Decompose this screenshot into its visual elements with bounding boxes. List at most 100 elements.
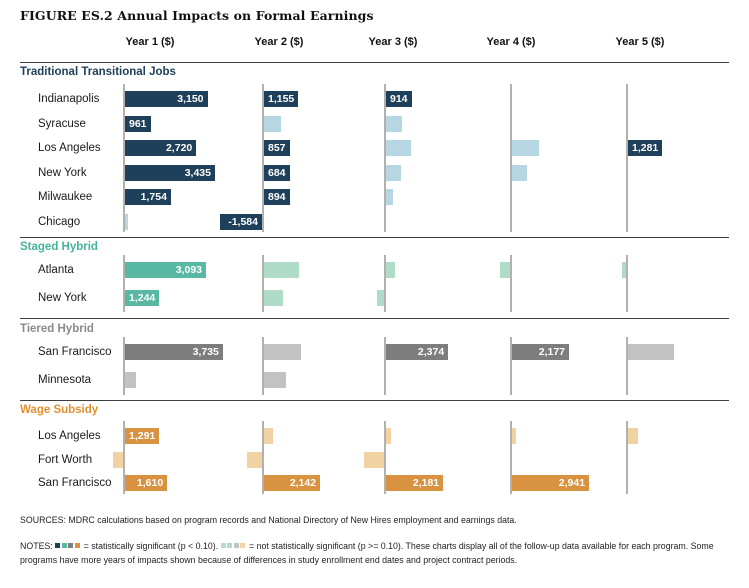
year-1-axis-line xyxy=(123,337,125,395)
legend-swatch-traditional-solid xyxy=(55,543,61,548)
row-label-san-francisco: San Francisco xyxy=(38,346,112,358)
legend-swatch-wage-solid xyxy=(74,543,80,548)
bar-milwaukee-year-2: 894 xyxy=(264,189,290,205)
year-1-axis-line xyxy=(123,255,125,312)
row-label-los-angeles: Los Angeles xyxy=(38,142,101,154)
bar-indianapolis-year-2: 1,155 xyxy=(264,91,299,107)
year-5-axis-line xyxy=(626,421,628,494)
year-2-axis-line xyxy=(262,337,264,395)
legend-swatch-tiered-solid xyxy=(68,543,74,548)
bar-value-label: 961 xyxy=(129,117,147,130)
bar-value-label: 3,735 xyxy=(192,346,219,358)
bar-atlanta-year-2 xyxy=(264,262,300,278)
bar-milwaukee-year-3 xyxy=(386,189,394,205)
year-2-axis-line xyxy=(262,255,264,312)
row-label-atlanta: Atlanta xyxy=(38,264,74,276)
section-header: Traditional Transitional Jobs xyxy=(20,66,176,78)
section-divider xyxy=(20,318,729,319)
year-4-axis-line xyxy=(510,84,512,232)
column-header-year-1: Year 1 ($) xyxy=(125,36,175,48)
year-5-axis-line xyxy=(626,84,628,232)
bar-minnesota-year-1 xyxy=(125,372,136,388)
bar-minnesota-year-2 xyxy=(264,372,286,388)
bar-new-york-year-3 xyxy=(386,164,401,181)
bar-san-francisco-year-1: 3,735 xyxy=(125,344,223,360)
bar-los-angeles-year-2 xyxy=(264,428,273,444)
bar-value-label: 1,155 xyxy=(268,93,295,105)
bar-syracuse-year-2 xyxy=(264,115,282,132)
column-header-year-3: Year 3 ($) xyxy=(368,36,418,48)
year-1-axis-line xyxy=(123,84,125,232)
bar-value-label: 857 xyxy=(268,142,286,154)
bar-value-label: 2,181 xyxy=(412,476,440,489)
bar-new-york-year-1: 1,244 xyxy=(125,290,160,306)
section-header: Wage Subsidy xyxy=(20,404,99,416)
bar-atlanta-year-3 xyxy=(386,262,395,278)
year-1-axis-line xyxy=(123,421,125,494)
bar-value-label: 3,093 xyxy=(175,264,203,276)
legend-swatch-tiered-light xyxy=(233,543,239,548)
row-label-milwaukee: Milwaukee xyxy=(38,191,93,203)
bar-los-angeles-year-3 xyxy=(386,428,391,444)
legend-swatch-wage-light xyxy=(240,543,246,548)
bar-los-angeles-year-4 xyxy=(512,140,539,156)
bar-san-francisco-year-3: 2,181 xyxy=(386,474,444,491)
bar-indianapolis-year-3: 914 xyxy=(386,91,412,107)
bar-los-angeles-year-5: 1,281 xyxy=(628,140,663,156)
bar-san-francisco-year-2 xyxy=(264,344,301,360)
bar-atlanta-year-1: 3,093 xyxy=(125,262,207,278)
bar-value-label: 1,291 xyxy=(129,430,156,442)
bar-san-francisco-year-4: 2,941 xyxy=(512,474,590,491)
bar-los-angeles-year-5 xyxy=(628,428,638,444)
bar-value-label: -1,584 xyxy=(228,215,258,228)
bar-fort-worth-year-1 xyxy=(113,451,123,468)
bar-indianapolis-year-1: 3,150 xyxy=(125,91,208,107)
bar-value-label: 1,244 xyxy=(129,292,156,304)
year-5-axis-line xyxy=(626,255,628,312)
section-header: Staged Hybrid xyxy=(20,241,98,253)
section-divider xyxy=(20,400,729,401)
year-5-axis-line xyxy=(626,337,628,395)
bar-syracuse-year-1: 961 xyxy=(125,115,151,132)
year-3-axis-line xyxy=(384,84,386,232)
legend-swatch-traditional-light xyxy=(220,543,226,548)
column-header-year-4: Year 4 ($) xyxy=(486,36,536,48)
bar-new-york-year-2: 684 xyxy=(264,164,290,181)
row-label-los-angeles: Los Angeles xyxy=(38,430,101,442)
bar-value-label: 2,720 xyxy=(165,142,193,154)
bar-value-label: 2,177 xyxy=(538,346,566,358)
bar-chicago-year-2: -1,584 xyxy=(220,213,262,230)
bar-value-label: 3,435 xyxy=(184,166,211,179)
bar-value-label: 2,941 xyxy=(558,476,586,489)
section-divider xyxy=(20,62,729,63)
bar-chicago-year-1 xyxy=(125,213,128,230)
bar-value-label: 1,610 xyxy=(136,476,164,489)
bar-syracuse-year-3 xyxy=(386,115,402,132)
row-label-chicago: Chicago xyxy=(38,215,81,228)
column-header-year-5: Year 5 ($) xyxy=(615,36,665,48)
bar-value-label: 684 xyxy=(268,166,286,179)
row-label-indianapolis: Indianapolis xyxy=(38,93,100,105)
bar-san-francisco-year-5 xyxy=(628,344,675,360)
year-2-axis-line xyxy=(262,84,264,232)
row-label-minnesota: Minnesota xyxy=(38,374,92,386)
year-3-axis-line xyxy=(384,255,386,312)
bar-atlanta-year-5 xyxy=(622,262,626,278)
bar-los-angeles-year-3 xyxy=(386,140,411,156)
row-label-fort-worth: Fort Worth xyxy=(38,453,93,466)
bar-new-york-year-1: 3,435 xyxy=(125,164,215,181)
bar-san-francisco-year-1: 1,610 xyxy=(125,474,168,491)
bar-value-label: 3,150 xyxy=(177,93,204,105)
bar-value-label: 2,142 xyxy=(289,476,317,489)
bar-san-francisco-year-3: 2,374 xyxy=(386,344,449,360)
legend-swatch-staged-light xyxy=(227,543,233,548)
row-label-syracuse: Syracuse xyxy=(38,117,86,130)
bar-los-angeles-year-1: 1,291 xyxy=(125,428,160,444)
row-label-san-francisco: San Francisco xyxy=(38,476,112,489)
bar-atlanta-year-4 xyxy=(500,262,510,278)
bar-value-label: 914 xyxy=(390,93,408,105)
notes-legend: NOTES: = statistically significant (p < … xyxy=(20,541,714,565)
section-header: Tiered Hybrid xyxy=(20,323,94,335)
bar-new-york-year-3 xyxy=(376,290,384,306)
